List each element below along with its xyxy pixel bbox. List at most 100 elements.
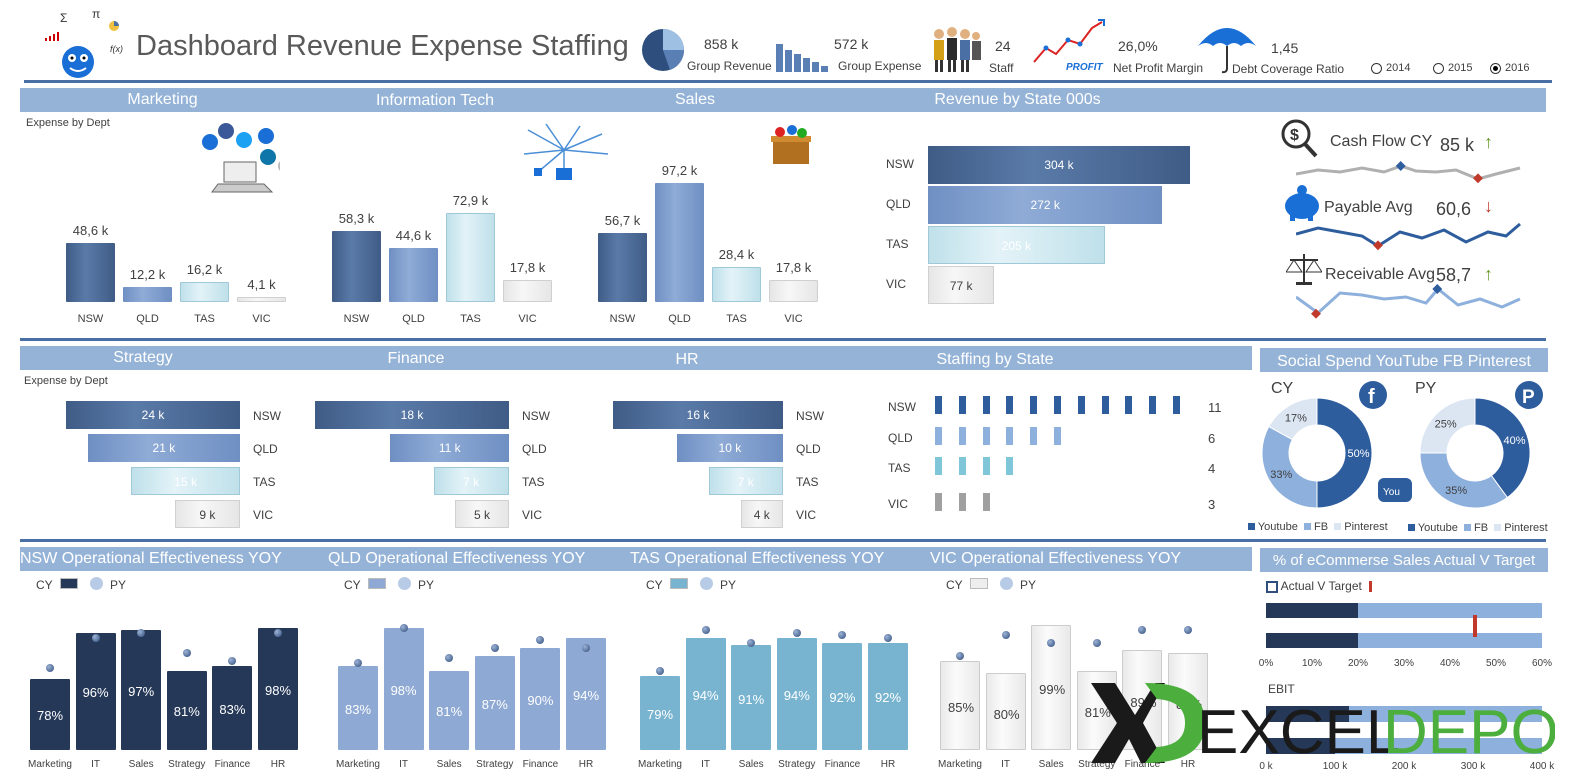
bar-finance-qld: 11 k — [390, 434, 509, 462]
py-marker — [1138, 626, 1147, 635]
social-legend-cy: Youtube FB Pinterest — [1248, 521, 1388, 533]
person-icon — [935, 493, 942, 511]
bar-tas-sales: 91% — [731, 645, 772, 750]
svg-text:EXCEL: EXCEL — [1197, 698, 1400, 767]
state-label: QLD — [796, 442, 821, 456]
data-label: 12,2 k — [129, 267, 166, 283]
bar-sales-tas — [712, 267, 761, 302]
data-label: 58,3 k — [338, 210, 375, 226]
ebit-tick: 200 k — [1391, 761, 1417, 772]
bar-tas-strategy: 94% — [776, 637, 817, 750]
cashflow-sparkline — [1296, 161, 1521, 184]
donut-label: 50% — [1347, 448, 1369, 460]
py-marker — [1184, 626, 1192, 635]
year-option-2016[interactable]: 2016 — [1490, 62, 1529, 74]
radio-2014[interactable] — [1371, 62, 1382, 74]
percent-label: 91% — [738, 691, 765, 707]
percent-label: 96% — [82, 685, 109, 701]
py-marker — [582, 643, 590, 652]
social-band — [1260, 348, 1548, 372]
data-label: 17,8 k — [509, 260, 546, 276]
py-marker — [182, 649, 191, 658]
legend-py-swatch — [398, 577, 411, 590]
py-marker — [354, 659, 362, 668]
bullet-tick: 60% — [1531, 658, 1552, 669]
marketing-title: Marketing — [127, 91, 198, 108]
facebook-icon: f — [1359, 381, 1387, 409]
ecommerce-title: % of eCommerse Sales Actual V Target — [1272, 552, 1536, 569]
data-label: 17,8 k — [775, 260, 812, 276]
percent-label: 83% — [219, 701, 246, 717]
category-label: Sales — [1038, 759, 1064, 770]
bar-finance-nsw: 18 k — [315, 401, 509, 429]
category-label: Finance — [824, 759, 861, 770]
payable-sparkline — [1296, 222, 1521, 251]
social-laptop-icon — [202, 123, 280, 193]
bar-strategy-qld: 21 k — [87, 434, 240, 462]
kpi-margin-value: 26,0% — [1118, 38, 1158, 54]
bar-nsw-marketing: 78% — [30, 678, 70, 750]
data-label: 24 k — [141, 408, 165, 422]
bullet-tick: 0% — [1258, 658, 1274, 669]
bar-nsw-finance: 83% — [212, 665, 253, 750]
py-marker — [91, 633, 100, 642]
person-icon — [982, 457, 990, 475]
bar-marketing-vic — [237, 296, 286, 302]
py-marker — [884, 633, 892, 642]
state-label: VIC — [796, 508, 817, 522]
bar-hr-qld: 10 k — [676, 434, 783, 462]
year-option-2015[interactable]: 2015 — [1433, 62, 1472, 74]
category-label: Marketing — [336, 759, 380, 770]
category-label: IT — [399, 759, 409, 770]
strategy-title: Strategy — [113, 349, 173, 366]
ebit-tick: 400 k — [1529, 761, 1555, 772]
bar-qld-marketing: 83% — [338, 665, 378, 750]
person-icon — [1101, 396, 1109, 414]
category-label: Strategy — [476, 759, 514, 770]
social-py-label: PY — [1415, 380, 1437, 397]
donut-slice — [1268, 397, 1318, 441]
percent-label: 99% — [1039, 682, 1066, 698]
row1-subtitle: Expense by Dept — [26, 117, 110, 129]
py-marker — [137, 628, 146, 637]
staffing-cat: NSW — [888, 400, 916, 414]
radio-2016[interactable] — [1490, 62, 1501, 74]
person-icon — [1030, 396, 1038, 414]
bullet-band — [1266, 603, 1358, 618]
ebit-tick: 0 k — [1259, 761, 1273, 772]
mascot-icon: Σ π f(x) — [45, 7, 123, 78]
bar-information-tech-tas — [446, 213, 495, 302]
ecommerce-legend: Actual V Target — [1266, 579, 1373, 593]
person-icon — [982, 427, 990, 445]
py-marker — [1047, 638, 1056, 647]
staffing-cat: TAS — [888, 461, 911, 475]
legend-py: PY — [720, 578, 737, 592]
bullet-tick: 50% — [1485, 658, 1506, 669]
staffing-title: Staffing by State — [936, 351, 1054, 368]
data-label: 97,2 k — [661, 163, 698, 179]
year-option-2014[interactable]: 2014 — [1371, 62, 1410, 74]
donut-slice — [1474, 397, 1531, 499]
bar-finance-tas: 7 k — [433, 467, 509, 495]
data-label: 44,6 k — [395, 227, 432, 243]
svg-text:P: P — [1522, 387, 1535, 408]
revenue-cat: VIC — [886, 277, 907, 291]
person-icon — [1149, 396, 1157, 414]
percent-label: 85% — [947, 700, 975, 716]
kpi-staff-label: Staff — [989, 61, 1014, 75]
legend-cy-swatch — [970, 578, 988, 589]
legend-py: PY — [1020, 578, 1037, 592]
person-icon — [982, 493, 990, 511]
staffing-count: 4 — [1208, 461, 1216, 476]
data-label: 205 k — [1001, 239, 1032, 253]
revenue-cat: TAS — [886, 237, 909, 251]
py-marker — [228, 656, 237, 665]
bar-chart-icon — [776, 44, 828, 72]
piggy-bank-icon — [1285, 185, 1319, 221]
radio-2015[interactable] — [1433, 62, 1444, 74]
bar-tas-hr: 92% — [868, 642, 908, 750]
py-marker — [1001, 631, 1010, 640]
axis-label: TAS — [726, 313, 747, 325]
data-label: 77 k — [949, 279, 973, 293]
axis-label: NSW — [343, 313, 370, 325]
